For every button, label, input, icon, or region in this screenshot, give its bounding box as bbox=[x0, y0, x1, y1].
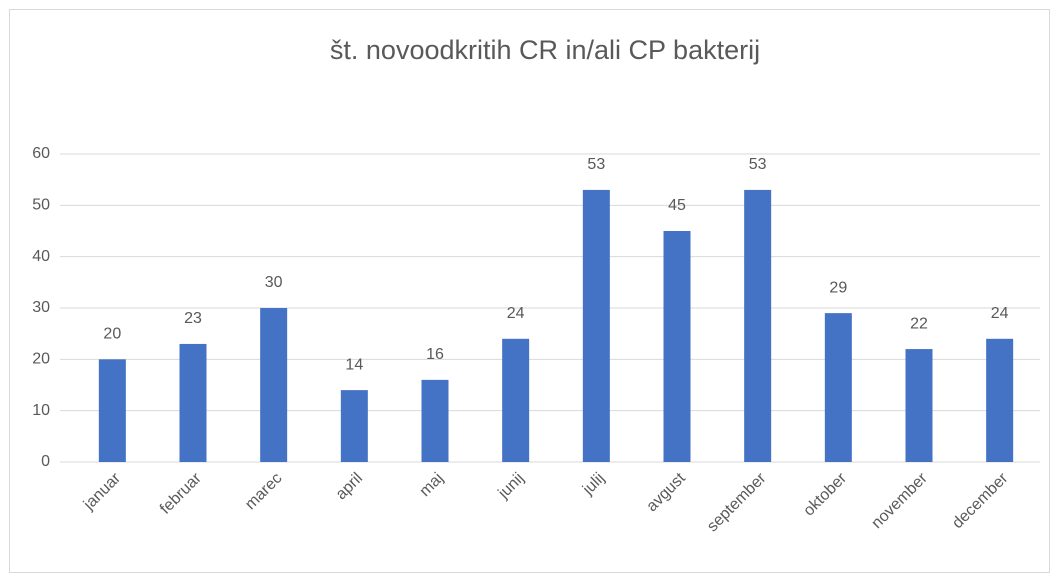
data-label: 14 bbox=[345, 356, 363, 373]
y-tick-label: 0 bbox=[41, 453, 50, 470]
bar bbox=[340, 390, 368, 462]
data-label: 23 bbox=[184, 310, 202, 327]
bar bbox=[582, 189, 610, 462]
bar bbox=[824, 313, 852, 462]
data-label: 22 bbox=[910, 315, 928, 332]
data-label: 53 bbox=[749, 156, 767, 173]
data-label: 24 bbox=[991, 305, 1009, 322]
data-label: 20 bbox=[103, 326, 121, 343]
data-label: 53 bbox=[587, 156, 605, 173]
data-label: 24 bbox=[507, 305, 525, 322]
bar bbox=[260, 308, 288, 462]
y-tick-label: 40 bbox=[32, 248, 50, 265]
bar bbox=[663, 231, 691, 462]
chart-title: št. novoodkritih CR in/ali CP bakterij bbox=[330, 35, 760, 65]
bar bbox=[744, 189, 772, 462]
data-label: 29 bbox=[829, 279, 847, 296]
bar bbox=[179, 343, 207, 462]
y-tick-label: 50 bbox=[32, 197, 50, 214]
data-label: 45 bbox=[668, 197, 686, 214]
bar bbox=[421, 379, 449, 462]
bar bbox=[98, 359, 126, 462]
data-label: 16 bbox=[426, 346, 444, 363]
y-tick-label: 60 bbox=[32, 145, 50, 162]
y-tick-label: 20 bbox=[32, 351, 50, 368]
y-tick-label: 10 bbox=[32, 402, 50, 419]
data-label: 30 bbox=[265, 274, 283, 291]
y-tick-label: 30 bbox=[32, 299, 50, 316]
bar bbox=[986, 338, 1014, 462]
bar bbox=[502, 338, 530, 462]
bar bbox=[905, 349, 933, 462]
chart-border bbox=[9, 9, 1050, 573]
